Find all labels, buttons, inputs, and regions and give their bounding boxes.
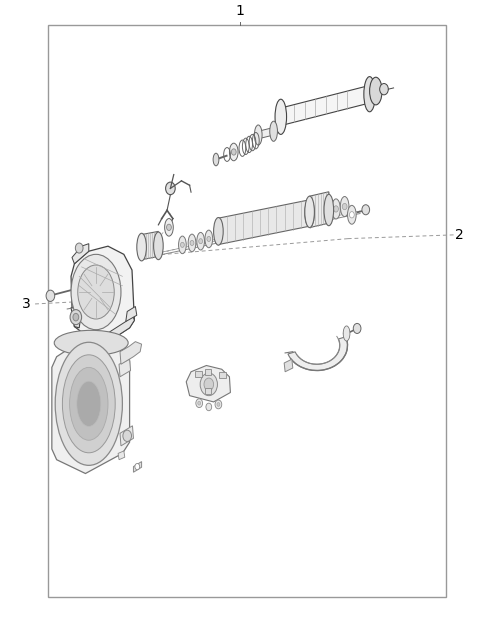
Ellipse shape: [213, 153, 219, 166]
Ellipse shape: [275, 99, 287, 134]
Circle shape: [123, 430, 132, 441]
Ellipse shape: [54, 330, 128, 355]
Bar: [195, 371, 202, 377]
Text: 2: 2: [456, 228, 464, 242]
Ellipse shape: [154, 232, 163, 259]
Polygon shape: [258, 127, 274, 139]
Circle shape: [200, 373, 217, 396]
Ellipse shape: [324, 194, 334, 225]
Text: 1: 1: [236, 4, 244, 18]
Circle shape: [166, 182, 175, 195]
Ellipse shape: [137, 233, 146, 261]
Ellipse shape: [305, 196, 314, 227]
Ellipse shape: [270, 121, 277, 141]
Ellipse shape: [55, 342, 122, 465]
Polygon shape: [52, 338, 130, 474]
Ellipse shape: [370, 77, 382, 105]
Ellipse shape: [364, 77, 375, 112]
Bar: [205, 369, 211, 375]
Polygon shape: [142, 231, 158, 259]
Polygon shape: [71, 306, 81, 328]
Bar: [205, 388, 211, 394]
Polygon shape: [126, 306, 137, 322]
Circle shape: [206, 403, 212, 411]
Ellipse shape: [343, 326, 350, 341]
Polygon shape: [218, 200, 310, 244]
Ellipse shape: [305, 199, 314, 227]
Ellipse shape: [71, 254, 121, 330]
Circle shape: [362, 205, 370, 215]
Polygon shape: [71, 246, 134, 347]
Circle shape: [73, 313, 79, 321]
Circle shape: [215, 400, 222, 409]
Circle shape: [199, 239, 203, 244]
Ellipse shape: [214, 217, 223, 245]
Ellipse shape: [188, 234, 196, 252]
Polygon shape: [281, 85, 370, 126]
Ellipse shape: [78, 265, 114, 319]
Circle shape: [167, 224, 171, 230]
Ellipse shape: [229, 143, 238, 161]
Polygon shape: [120, 426, 133, 446]
Circle shape: [75, 243, 83, 253]
Ellipse shape: [332, 199, 340, 219]
Circle shape: [334, 206, 338, 212]
Ellipse shape: [254, 125, 262, 145]
Ellipse shape: [62, 355, 115, 453]
Circle shape: [204, 378, 214, 391]
Ellipse shape: [197, 232, 204, 250]
Circle shape: [231, 149, 236, 155]
Polygon shape: [119, 359, 131, 377]
Bar: [48, 25, 446, 597]
Ellipse shape: [340, 197, 349, 217]
Circle shape: [180, 242, 184, 247]
Circle shape: [70, 310, 82, 325]
Circle shape: [190, 241, 194, 246]
Polygon shape: [118, 451, 125, 460]
Ellipse shape: [179, 236, 186, 254]
Polygon shape: [186, 365, 230, 402]
Ellipse shape: [165, 219, 173, 236]
Ellipse shape: [205, 230, 213, 247]
Bar: [219, 372, 226, 378]
Circle shape: [380, 84, 388, 95]
Text: 3: 3: [22, 297, 30, 311]
Circle shape: [198, 401, 201, 405]
Polygon shape: [288, 337, 348, 371]
Circle shape: [353, 323, 361, 333]
Ellipse shape: [348, 205, 356, 224]
Polygon shape: [133, 462, 142, 472]
Circle shape: [135, 463, 140, 470]
Ellipse shape: [70, 367, 108, 440]
Circle shape: [46, 290, 55, 301]
Polygon shape: [72, 244, 89, 264]
Ellipse shape: [77, 381, 101, 426]
Circle shape: [196, 399, 203, 408]
Circle shape: [342, 203, 347, 210]
Polygon shape: [98, 314, 134, 347]
Polygon shape: [310, 192, 329, 227]
Polygon shape: [120, 342, 142, 364]
Circle shape: [349, 212, 354, 218]
Circle shape: [217, 403, 220, 406]
Circle shape: [207, 236, 211, 241]
Polygon shape: [284, 359, 293, 372]
